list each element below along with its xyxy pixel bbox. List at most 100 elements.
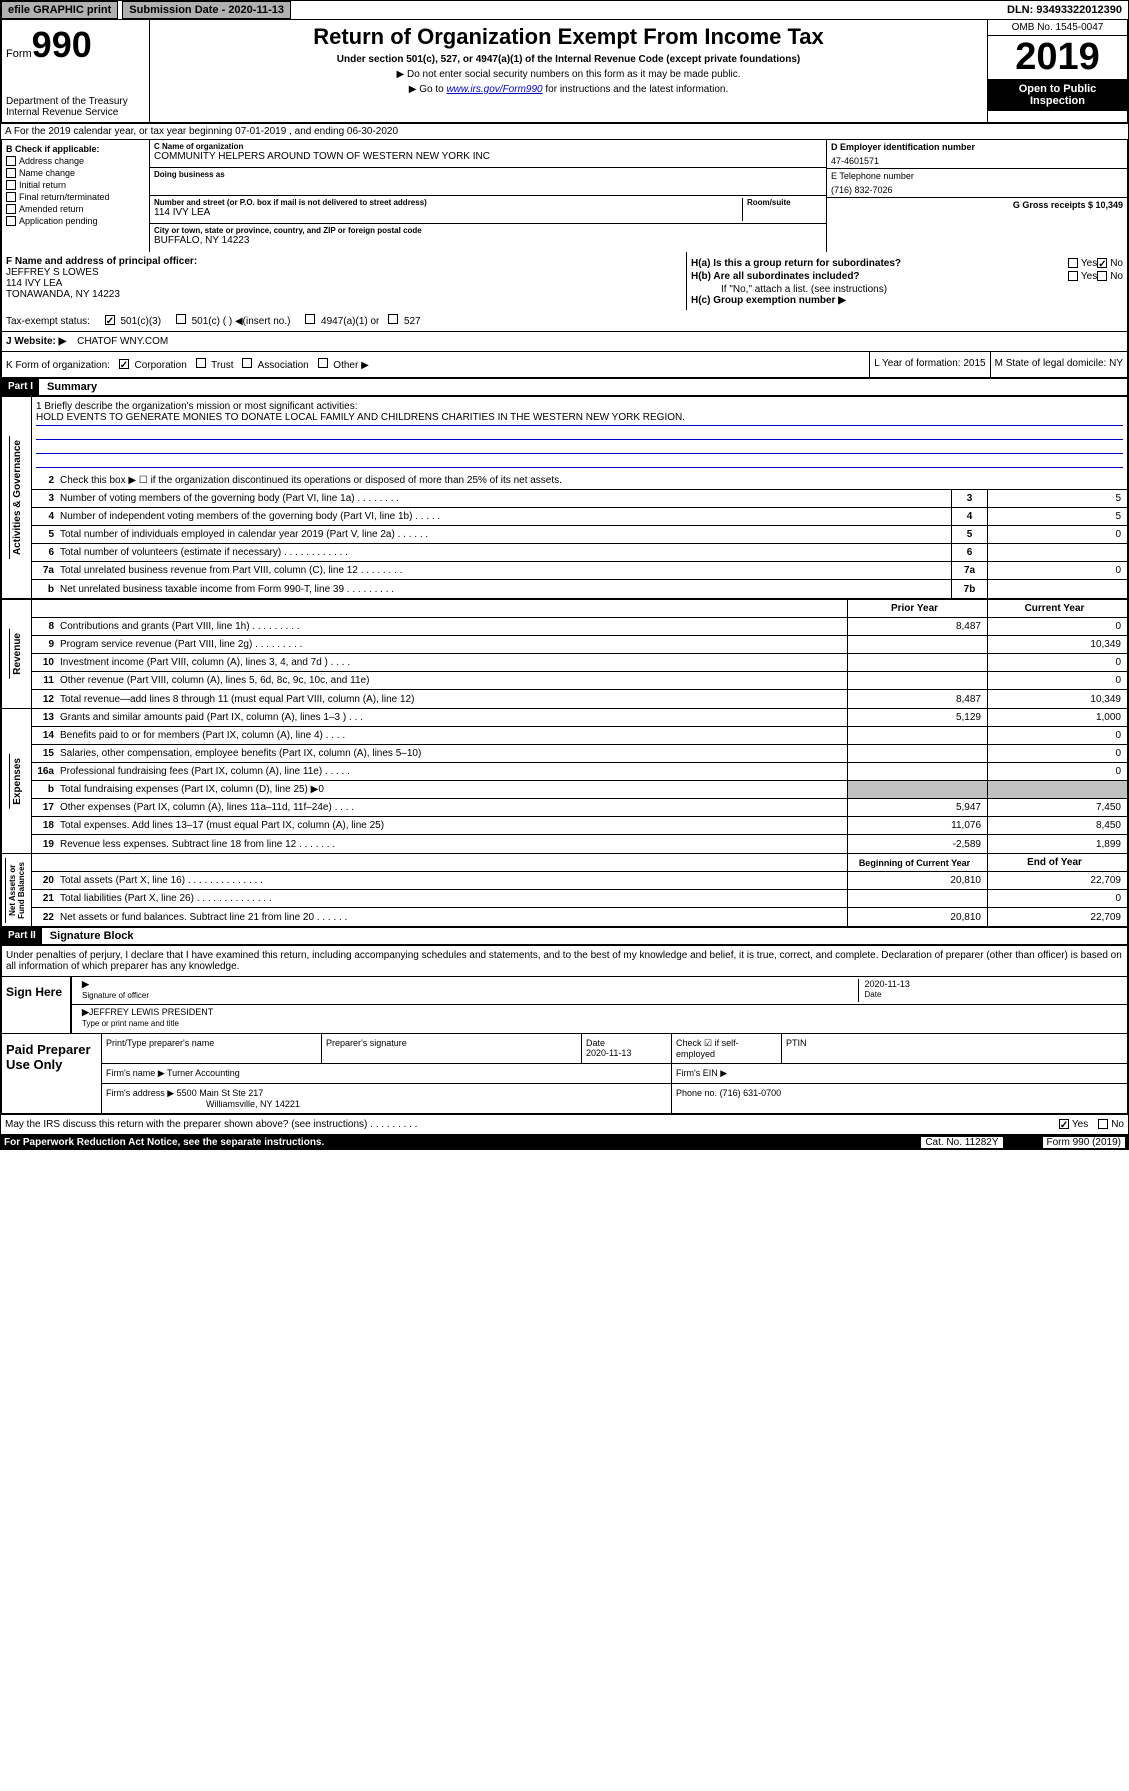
ha-no[interactable] xyxy=(1097,258,1107,268)
form-number: 990 xyxy=(32,24,92,65)
name-label: C Name of organization xyxy=(154,142,822,151)
table-row: 21Total liabilities (Part X, line 26) . … xyxy=(32,890,1127,908)
officer-name: JEFFREY S LOWES xyxy=(6,267,682,278)
chk-amended[interactable] xyxy=(6,204,16,214)
table-row: 8Contributions and grants (Part VIII, li… xyxy=(32,618,1127,636)
table-row: 3Number of voting members of the governi… xyxy=(32,490,1127,508)
table-row: 22Net assets or fund balances. Subtract … xyxy=(32,908,1127,926)
tax-year: 2019 xyxy=(988,36,1127,79)
firm-name: Turner Accounting xyxy=(167,1068,240,1078)
website-url: CHATOF WNY.COM xyxy=(77,336,168,347)
netassets-label: Net Assets or Fund Balances xyxy=(5,858,28,923)
l-cell: L Year of formation: 2015 xyxy=(869,352,989,377)
table-row: 19Revenue less expenses. Subtract line 1… xyxy=(32,835,1127,853)
table-row: 7aTotal unrelated business revenue from … xyxy=(32,562,1127,580)
governance-section: Activities & Governance 1 Briefly descri… xyxy=(0,397,1129,599)
header-center: Return of Organization Exempt From Incom… xyxy=(150,20,987,122)
chk-501c3[interactable] xyxy=(105,315,115,325)
m-cell: M State of legal domicile: NY xyxy=(990,352,1127,377)
officer-row: F Name and address of principal officer:… xyxy=(0,252,1129,310)
table-row: bNet unrelated business taxable income f… xyxy=(32,580,1127,598)
col-b-label: B Check if applicable: xyxy=(6,144,145,154)
ein-value: 47-4601571 xyxy=(831,156,1123,166)
website-row: J Website: ▶ CHATOF WNY.COM xyxy=(0,332,1129,352)
phone-value: (716) 832-7026 xyxy=(831,185,1123,195)
k-cell: K Form of organization: Corporation Trus… xyxy=(2,352,869,377)
chk-pending[interactable] xyxy=(6,216,16,226)
department: Department of the Treasury Internal Reve… xyxy=(6,96,145,118)
officer-info: F Name and address of principal officer:… xyxy=(2,252,687,310)
phone-label: E Telephone number xyxy=(831,171,1123,181)
table-row: 13Grants and similar amounts paid (Part … xyxy=(32,709,1127,727)
officer-addr2: TONAWANDA, NY 14223 xyxy=(6,289,682,300)
mission-text: HOLD EVENTS TO GENERATE MONIES TO DONATE… xyxy=(36,412,1123,426)
submission-date: Submission Date - 2020-11-13 xyxy=(122,1,291,19)
part-2-label: Part II xyxy=(2,928,42,944)
note-1: ▶ Do not enter social security numbers o… xyxy=(154,69,983,80)
table-row: 9Program service revenue (Part VIII, lin… xyxy=(32,636,1127,654)
gross-receipts: G Gross receipts $ 10,349 xyxy=(831,200,1123,210)
table-row: 6Total number of volunteers (estimate if… xyxy=(32,544,1127,562)
city-label: City or town, state or province, country… xyxy=(154,226,822,235)
chk-name[interactable] xyxy=(6,168,16,178)
efile-button[interactable]: efile GRAPHIC print xyxy=(1,1,118,19)
part-2-header: Part II Signature Block xyxy=(0,928,1129,946)
irs-link[interactable]: www.irs.gov/Form990 xyxy=(446,84,542,95)
chk-corp[interactable] xyxy=(119,359,129,369)
chk-other[interactable] xyxy=(318,358,328,368)
firm-city: Williamsville, NY 14221 xyxy=(206,1099,300,1109)
table-row: 15Salaries, other compensation, employee… xyxy=(32,745,1127,763)
revenue-label: Revenue xyxy=(9,629,25,679)
part-2-title: Signature Block xyxy=(42,928,142,944)
part-1-label: Part I xyxy=(2,379,39,395)
discuss-yes[interactable] xyxy=(1059,1119,1069,1129)
expenses-section: Expenses 13Grants and similar amounts pa… xyxy=(0,709,1129,854)
chk-initial[interactable] xyxy=(6,180,16,190)
chk-527[interactable] xyxy=(388,314,398,324)
governance-label: Activities & Governance xyxy=(9,436,25,559)
ein-label: D Employer identification number xyxy=(831,142,1123,152)
footer-row: For Paperwork Reduction Act Notice, see … xyxy=(0,1135,1129,1150)
officer-sig-name: JEFFREY LEWIS PRESIDENT xyxy=(89,1007,213,1017)
chk-address[interactable] xyxy=(6,156,16,166)
form-header: Form990 Department of the Treasury Inter… xyxy=(0,20,1129,124)
firm-phone: (716) 631-0700 xyxy=(720,1088,782,1098)
netassets-section: Net Assets or Fund Balances Beginning of… xyxy=(0,854,1129,928)
top-bar: efile GRAPHIC print Submission Date - 20… xyxy=(0,0,1129,20)
table-row: 20Total assets (Part X, line 16) . . . .… xyxy=(32,872,1127,890)
omb-number: OMB No. 1545-0047 xyxy=(988,20,1127,36)
street-address: 114 IVY LEA xyxy=(154,207,742,218)
chk-assoc[interactable] xyxy=(242,358,252,368)
paid-preparer-label: Paid Preparer Use Only xyxy=(2,1034,102,1113)
table-row: 14Benefits paid to or for members (Part … xyxy=(32,727,1127,745)
open-inspection: Open to Public Inspection xyxy=(988,79,1127,111)
firm-addr: 5500 Main St Ste 217 xyxy=(177,1088,264,1098)
officer-addr1: 114 IVY LEA xyxy=(6,278,682,289)
table-row: 18Total expenses. Add lines 13–17 (must … xyxy=(32,817,1127,835)
hb-no[interactable] xyxy=(1097,271,1107,281)
note-2: ▶ Go to www.irs.gov/Form990 for instruct… xyxy=(154,84,983,95)
discuss-no[interactable] xyxy=(1098,1119,1108,1129)
col-def: D Employer identification number 47-4601… xyxy=(827,140,1127,252)
tax-status-row: Tax-exempt status: 501(c)(3) 501(c) ( ) … xyxy=(0,310,1129,332)
current-year-hdr: Current Year xyxy=(987,600,1127,617)
city-state-zip: BUFFALO, NY 14223 xyxy=(154,235,822,246)
ha-yes[interactable] xyxy=(1068,258,1078,268)
chk-4947[interactable] xyxy=(305,314,315,324)
chk-trust[interactable] xyxy=(196,358,206,368)
preparer-date: 2020-11-13 xyxy=(586,1048,631,1058)
table-row: 12Total revenue—add lines 8 through 11 (… xyxy=(32,690,1127,708)
klm-row: K Form of organization: Corporation Trus… xyxy=(0,352,1129,379)
dba-label: Doing business as xyxy=(154,170,822,179)
hb-yes[interactable] xyxy=(1068,271,1078,281)
part-1-header: Part I Summary xyxy=(0,379,1129,397)
h-section: H(a) Is this a group return for subordin… xyxy=(687,252,1127,310)
header-right: OMB No. 1545-0047 2019 Open to Public In… xyxy=(987,20,1127,122)
table-row: 10Investment income (Part VIII, column (… xyxy=(32,654,1127,672)
chk-501c[interactable] xyxy=(176,314,186,324)
org-name: COMMUNITY HELPERS AROUND TOWN OF WESTERN… xyxy=(154,151,822,162)
beg-year-hdr: Beginning of Current Year xyxy=(847,854,987,871)
col-b: B Check if applicable: Address change Na… xyxy=(2,140,150,252)
part-1-title: Summary xyxy=(39,379,105,395)
chk-final[interactable] xyxy=(6,192,16,202)
